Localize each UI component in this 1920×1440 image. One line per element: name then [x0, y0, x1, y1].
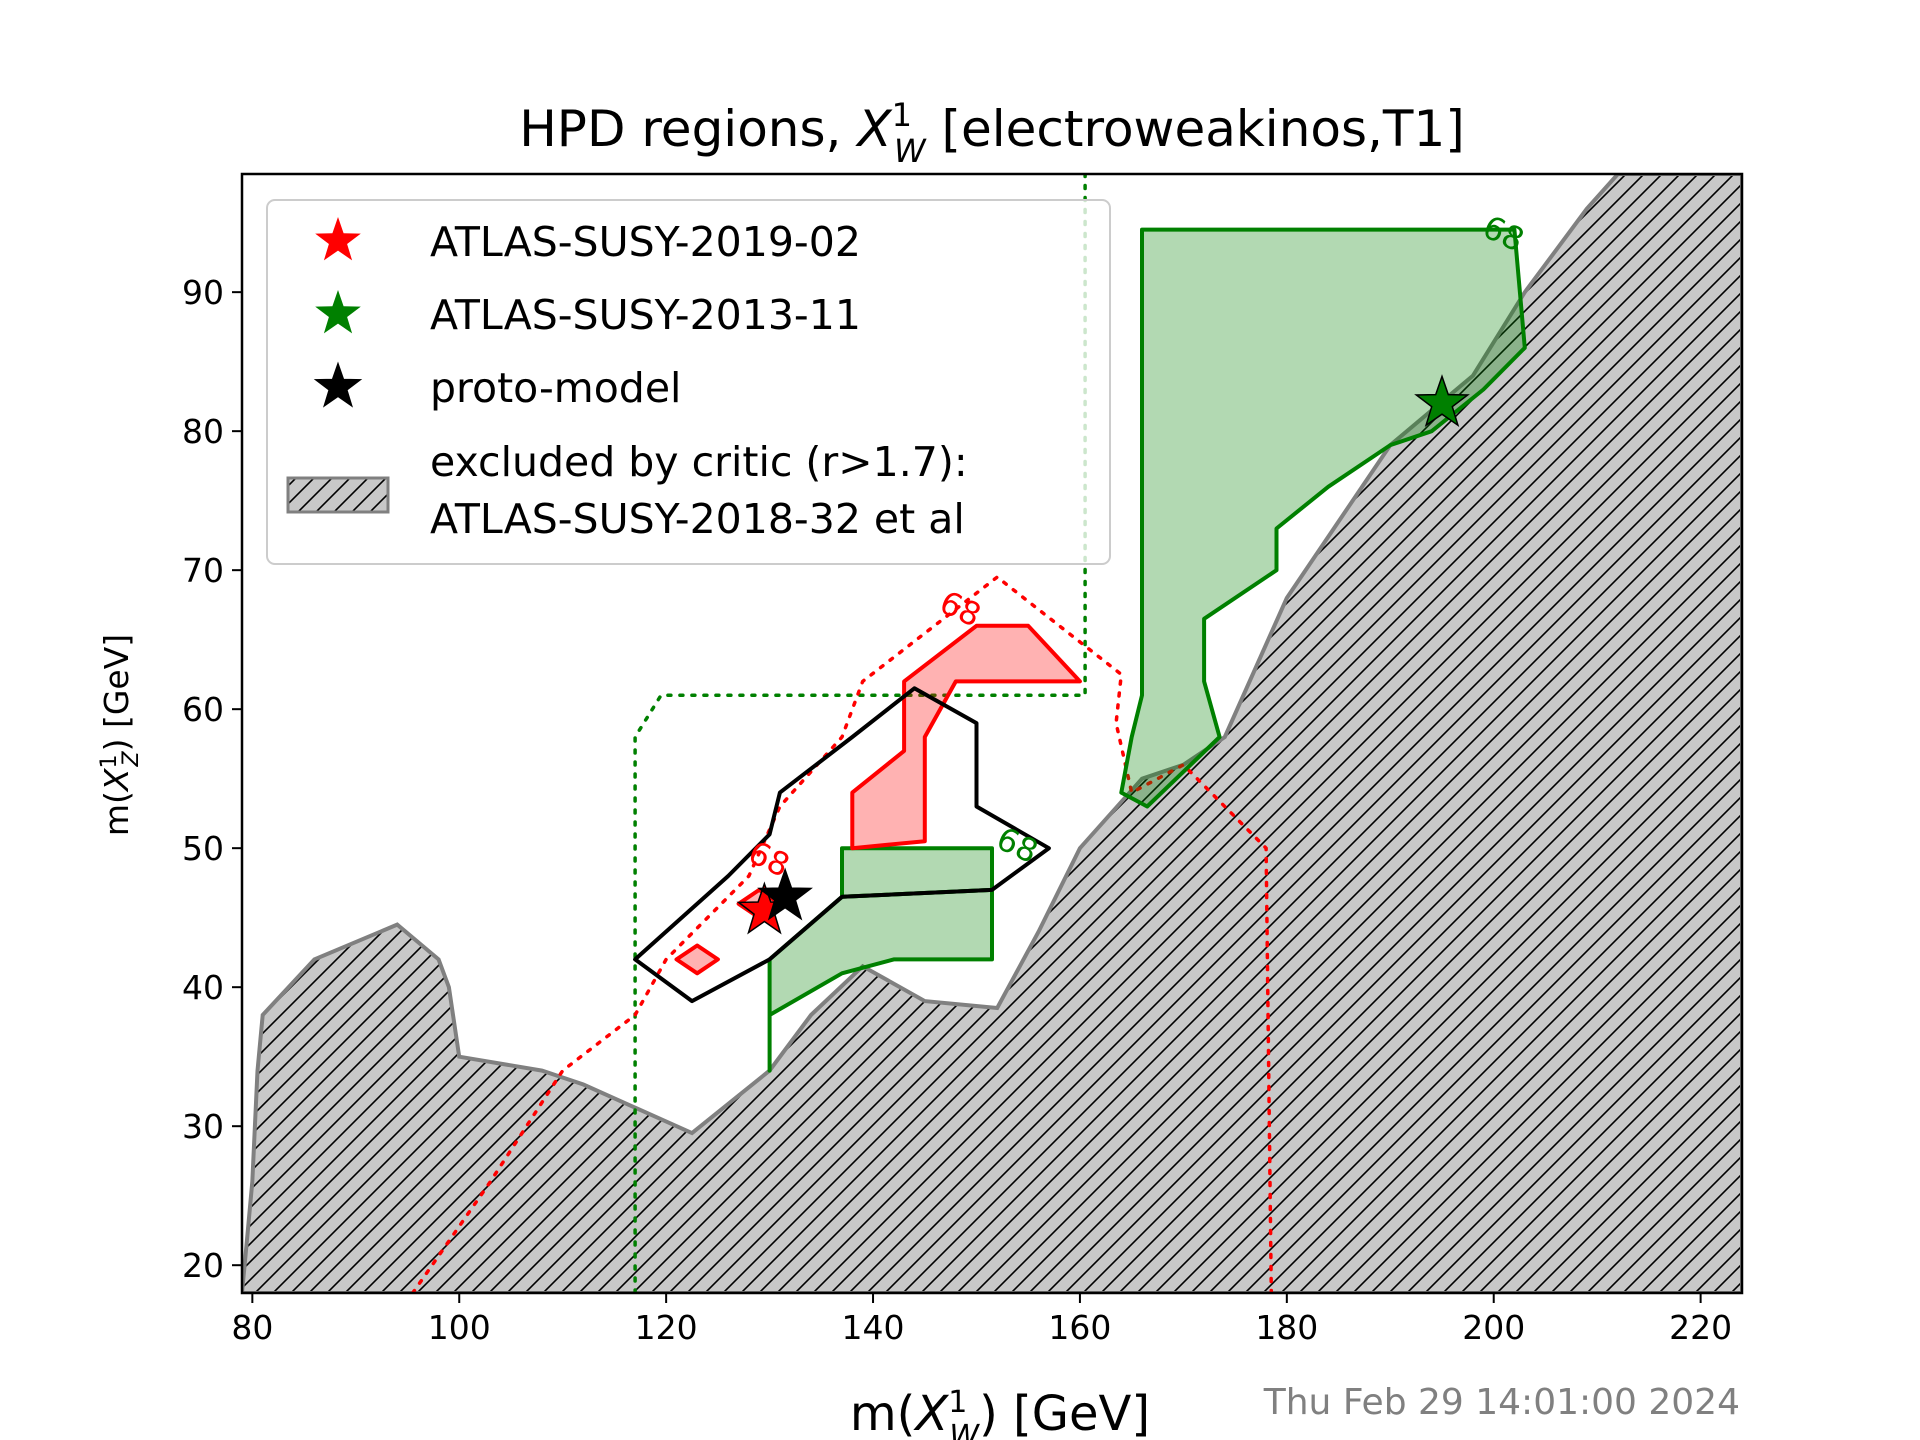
axes-frame [240, 172, 1744, 1295]
x-tick-label: 220 [1669, 1308, 1732, 1347]
y-tick-label: 80 [182, 412, 224, 451]
hpd-region-red-3 [850, 623, 1082, 851]
star-point-ATLAS-SUSY-2013-11 [1414, 374, 1470, 428]
y-axis-ticks: 20 30 40 50 60 70 80 90 [182, 273, 242, 1285]
x-tick-label: 80 [231, 1308, 273, 1347]
x-axis-label: m(X1 W) [GeV] [850, 1385, 1150, 1440]
x-tick-label: 180 [1255, 1308, 1318, 1347]
dotted-contour-red [410, 574, 1274, 1293]
x-tick-label: 140 [842, 1308, 905, 1347]
x-tick-label: 160 [1048, 1308, 1111, 1347]
x-axis-ticks: 80 100 120 140 160 180 200 220 [231, 1293, 1732, 1347]
y-tick-label: 50 [182, 829, 224, 868]
legend: ATLAS-SUSY-2019-02 ATLAS-SUSY-2013-11 prot… [266, 199, 1111, 565]
legend-label: ATLAS-SUSY-2019-02 [430, 218, 861, 266]
timestamp: Thu Feb 29 14:01:00 2024 [1263, 1382, 1740, 1423]
legend-star-icon [315, 290, 361, 334]
y-tick-label: 90 [182, 273, 224, 312]
contour-label-1: 68 [991, 819, 1044, 871]
excluded-region [242, 174, 1742, 1293]
legend-label: ATLAS-SUSY-2013-11 [430, 291, 861, 339]
legend-star-icon [315, 217, 361, 261]
legend-hatch-swatch [286, 476, 390, 514]
legend-label-line2: ATLAS-SUSY-2018-32 et al [430, 495, 965, 543]
best-fit-points-layer [736, 374, 1470, 935]
legend-label: excluded by critic (r>1.7): [430, 438, 968, 486]
star-point-proto-model [757, 867, 813, 921]
y-tick-label: 30 [182, 1107, 224, 1146]
legend-label: proto-model [430, 364, 681, 412]
excluded-region-layer [242, 174, 1742, 1293]
y-axis-label: m(X1Z) [GeV] [97, 634, 144, 836]
hpd-regions-layer [674, 227, 1527, 1073]
proto-model-contour [633, 686, 1051, 1004]
y-tick-label: 70 [182, 551, 224, 590]
x-tick-label: 120 [635, 1308, 698, 1347]
x-tick-label: 200 [1462, 1308, 1525, 1347]
hpd-region-red-5 [674, 943, 720, 976]
legend-star-icon [313, 361, 363, 408]
hpd-region-green-0 [1119, 227, 1527, 809]
legend-frame [266, 199, 1111, 565]
proto-model-contour-layer [633, 686, 1051, 1004]
y-tick-label: 40 [182, 968, 224, 1007]
y-tick-label: 60 [182, 690, 224, 729]
x-tick-label: 100 [428, 1308, 491, 1347]
y-tick-label: 20 [182, 1246, 224, 1285]
chart-title: HPD regions, X1 W [electroweakinos,T1] [519, 96, 1465, 170]
